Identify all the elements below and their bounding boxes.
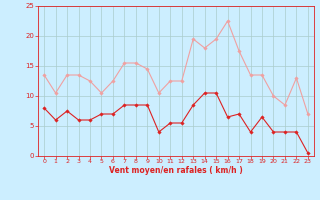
X-axis label: Vent moyen/en rafales ( km/h ): Vent moyen/en rafales ( km/h ): [109, 166, 243, 175]
